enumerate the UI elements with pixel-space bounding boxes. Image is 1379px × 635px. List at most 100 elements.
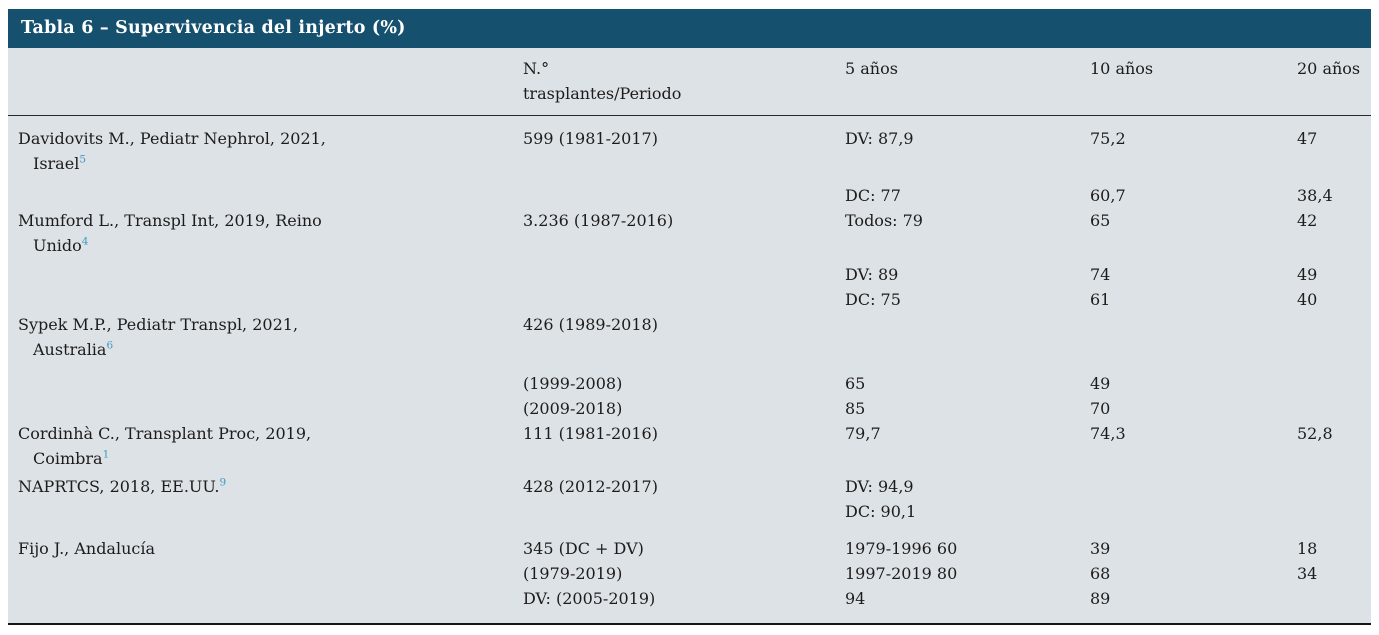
- table-body: N.° trasplantes/Periodo 5 años 10 años 20 a…: [8, 48, 1371, 625]
- study-cell: [8, 287, 523, 312]
- value-cell: DC: 77: [845, 186, 901, 205]
- value-cell: 68: [1090, 564, 1111, 583]
- value-cell: [1090, 499, 1297, 524]
- value-cell: DV: 94,9: [845, 477, 914, 496]
- table-row: DC: 77 60,7 38,4: [8, 176, 1371, 208]
- cell-text: NAPRTCS, 2018, EE.UU.: [18, 477, 220, 496]
- table-row: Fijo J., Andalucía 345 (DC + DV) 1979-1996…: [8, 524, 1371, 561]
- value-cell: [1090, 337, 1297, 362]
- value-cell: [1090, 312, 1297, 337]
- value-cell: 49: [1297, 265, 1318, 284]
- value-cell: [1297, 312, 1371, 337]
- value-cell: 599 (1981-2017): [523, 129, 658, 148]
- value-cell: (1999-2008): [523, 374, 623, 393]
- value-cell: [1297, 151, 1371, 176]
- value-cell: [523, 337, 845, 362]
- value-cell: [845, 312, 1090, 337]
- reference-link[interactable]: 4: [81, 235, 89, 248]
- study-cell: NAPRTCS, 2018, EE.UU.9: [8, 471, 523, 499]
- value-cell: 79,7: [845, 424, 881, 443]
- value-cell: 74: [1090, 265, 1111, 284]
- value-cell: 428 (2012-2017): [523, 477, 658, 496]
- study-cell: Sypek M.P., Pediatr Transpl, 2021,: [18, 315, 299, 334]
- table-row: Coimbra1: [8, 446, 1371, 471]
- table-title: Tabla 6 – Supervivencia del injerto (%): [8, 9, 1371, 48]
- reference-link[interactable]: 6: [106, 339, 114, 352]
- value-cell: [1090, 151, 1297, 176]
- study-cell: Mumford L., Transpl Int, 2019, Reino: [18, 211, 322, 230]
- reference-link[interactable]: 1: [102, 448, 110, 461]
- value-cell: 39: [1090, 539, 1111, 558]
- value-cell: 40: [1297, 290, 1318, 309]
- study-cell: [8, 561, 523, 586]
- study-cell: [8, 362, 523, 396]
- study-cell: Davidovits M., Pediatr Nephrol, 2021,: [18, 129, 326, 148]
- table-row: Unido4: [8, 233, 1371, 258]
- reference-link[interactable]: 9: [219, 476, 227, 489]
- value-cell: [1297, 396, 1371, 421]
- value-cell: [523, 287, 845, 312]
- value-cell: 49: [1090, 374, 1111, 393]
- value-cell: 70: [1090, 399, 1111, 418]
- table-row: Australia6: [8, 337, 1371, 362]
- value-cell: [1090, 233, 1297, 258]
- study-cell: [8, 586, 523, 623]
- value-cell: [1297, 471, 1371, 499]
- value-cell: [523, 446, 845, 471]
- value-cell: DC: 75: [845, 290, 901, 309]
- value-cell: [845, 446, 1090, 471]
- study-cell: Unido4: [8, 233, 523, 258]
- table-row: DV: 89 74 49: [8, 258, 1371, 287]
- value-cell: DV: 89: [845, 265, 899, 284]
- value-cell: (2009-2018): [523, 399, 623, 418]
- value-cell: 3.236 (1987-2016): [523, 211, 674, 230]
- table-row: DV: (2005-2019) 94 89: [8, 586, 1371, 623]
- table-row: Israel5: [8, 151, 1371, 176]
- value-cell: 65: [1090, 211, 1111, 230]
- study-cell: [8, 258, 523, 287]
- value-cell: 47: [1297, 129, 1318, 148]
- table-header: N.° trasplantes/Periodo 5 años 10 años 20 a…: [8, 48, 1371, 116]
- value-cell: 18: [1297, 539, 1318, 558]
- value-cell: 426 (1989-2018): [523, 315, 658, 334]
- table-row: Davidovits M., Pediatr Nephrol, 2021, 599…: [8, 116, 1371, 152]
- table-row: (1999-2008) 65 49: [8, 362, 1371, 396]
- value-cell: 61: [1090, 290, 1111, 309]
- value-cell: [1297, 362, 1371, 396]
- cell-text: Coimbra: [33, 449, 103, 468]
- value-cell: 42: [1297, 211, 1318, 230]
- study-cell: [8, 176, 523, 208]
- cell-text: Israel: [33, 154, 80, 173]
- cell-text: Australia: [33, 340, 107, 359]
- column-header: 10 años: [1090, 48, 1297, 116]
- value-cell: 38,4: [1297, 186, 1333, 205]
- value-cell: [523, 499, 845, 524]
- value-cell: 34: [1297, 564, 1318, 583]
- column-header: 5 años: [845, 48, 1090, 116]
- study-cell: Cordinhà C., Transplant Proc, 2019,: [18, 424, 312, 443]
- study-cell: Australia6: [8, 337, 523, 362]
- value-cell: 1979-1996 60: [845, 539, 958, 558]
- reference-link[interactable]: 5: [79, 153, 86, 166]
- value-cell: [523, 258, 845, 287]
- value-cell: 345 (DC + DV): [523, 539, 644, 558]
- study-cell: Fijo J., Andalucía: [18, 539, 156, 558]
- table-row: (1979-2019) 1997-2019 80 68 34: [8, 561, 1371, 586]
- value-cell: [845, 233, 1090, 258]
- value-cell: [1297, 586, 1371, 623]
- value-cell: [1297, 446, 1371, 471]
- study-cell: Israel5: [8, 151, 523, 176]
- study-cell: [8, 396, 523, 421]
- value-cell: [1297, 337, 1371, 362]
- value-cell: Todos: 79: [845, 211, 923, 230]
- study-cell: [8, 499, 523, 524]
- column-header: N.° trasplantes/Periodo: [523, 48, 845, 116]
- value-cell: 1997-2019 80: [845, 564, 958, 583]
- value-cell: DC: 90,1: [845, 502, 917, 521]
- value-cell: DV: 87,9: [845, 129, 914, 148]
- header-row: N.° trasplantes/Periodo 5 años 10 años 20 a…: [8, 48, 1371, 116]
- value-cell: DV: (2005-2019): [523, 589, 656, 608]
- value-cell: [845, 151, 1090, 176]
- value-cell: 60,7: [1090, 186, 1126, 205]
